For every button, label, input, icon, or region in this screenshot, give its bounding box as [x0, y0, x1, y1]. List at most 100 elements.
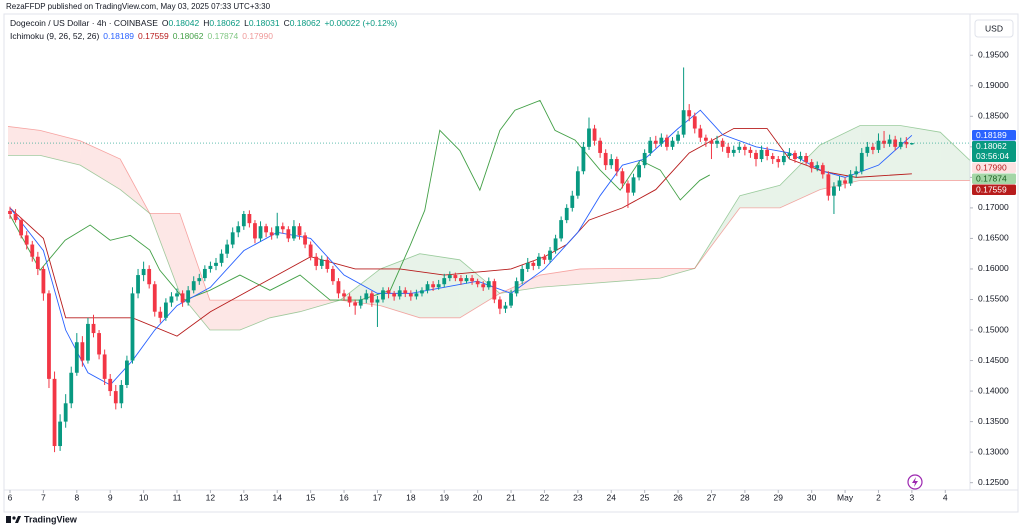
candle-body — [13, 214, 18, 221]
price-tag — [972, 184, 1016, 196]
candle-body — [314, 256, 319, 266]
candle-body — [431, 284, 436, 288]
candle-body — [832, 186, 836, 196]
x-tick-label: 17 — [373, 492, 383, 502]
candle-body — [414, 293, 419, 297]
y-tick-label: 0.19500 — [978, 49, 1009, 59]
ohlc-key: L — [244, 18, 249, 28]
candle-body — [659, 137, 664, 144]
currency: USD — [985, 23, 1003, 33]
x-tick-label: 21 — [506, 492, 516, 502]
candle-body — [347, 296, 352, 303]
candle-body — [843, 180, 847, 184]
candle-body — [130, 293, 135, 361]
candle-body — [241, 214, 246, 227]
x-tick-label: 15 — [306, 492, 316, 502]
candle-body — [826, 174, 831, 196]
candle-body — [637, 165, 641, 178]
candle-body — [125, 360, 129, 385]
cloud-segment — [779, 145, 821, 208]
candle-body — [676, 134, 680, 141]
candle-body — [631, 177, 636, 193]
candle-body — [158, 311, 163, 318]
candle-body — [575, 171, 580, 196]
candle-body — [670, 140, 675, 147]
candle-body — [63, 403, 68, 422]
candle-body — [86, 323, 90, 361]
ohlc-item: O0.18042 — [162, 18, 199, 28]
candle-body — [386, 290, 391, 294]
x-tick-label: 7 — [41, 492, 46, 502]
candle-body — [353, 302, 358, 306]
candle-body — [876, 140, 881, 150]
cloud-segment — [8, 126, 41, 156]
y-tick-label: 0.16000 — [978, 263, 1009, 273]
candle-body — [470, 278, 474, 282]
x-tick-label: 3 — [910, 492, 915, 502]
candle-body — [542, 256, 547, 260]
candle-body — [614, 159, 619, 172]
axis-layer: 0.195000.190000.185000.180000.175000.170… — [8, 49, 1016, 502]
candle-body — [498, 299, 502, 309]
x-tick-label: 27 — [707, 492, 717, 502]
span-b-line — [8, 126, 970, 319]
candle-body — [191, 281, 196, 291]
candle-body — [481, 284, 486, 288]
logo-part — [15, 516, 21, 523]
cloud-segment — [239, 300, 270, 331]
ohlc-item: L0.18031 — [244, 18, 279, 28]
candle-body — [509, 293, 513, 306]
candle-body — [108, 378, 113, 392]
candle-body — [69, 372, 74, 404]
candle-body — [536, 256, 541, 266]
candle-body — [247, 214, 252, 224]
candle-body — [197, 278, 202, 282]
candle-body — [603, 152, 608, 166]
candle-body — [525, 262, 530, 269]
x-tick-label: 6 — [8, 492, 13, 502]
price-tag — [972, 130, 1016, 141]
candle-body — [848, 174, 853, 184]
brand-logo — [6, 516, 21, 523]
change: +0.00022 (+0.12%) — [324, 18, 398, 28]
logo-part — [6, 516, 11, 523]
candle-body — [514, 281, 519, 294]
candle-body — [609, 159, 614, 166]
candle-body — [175, 293, 179, 297]
cloud-segment — [459, 259, 500, 318]
logo-part — [12, 516, 16, 520]
cloud-segment — [380, 253, 420, 318]
candle-body — [692, 116, 697, 129]
candle-body — [58, 421, 63, 447]
candle-body — [754, 152, 758, 160]
ohlc-key: O — [161, 18, 169, 28]
candle-body — [520, 268, 525, 282]
candle-body — [871, 146, 875, 150]
x-tick-label: 16 — [339, 492, 349, 502]
candle-body — [230, 232, 235, 245]
candle-body — [141, 268, 146, 276]
cloud-segment — [539, 268, 581, 288]
symbol-title: Dogecoin / US Dollar · 4h · COINBASE — [10, 18, 158, 28]
price-tag-label: 0.17559 — [976, 184, 1007, 194]
cloud-segment — [900, 125, 941, 181]
candle-body — [280, 226, 285, 230]
cloud-segment — [860, 125, 901, 181]
candle-body — [403, 290, 408, 294]
candle-body — [737, 146, 742, 150]
candle-body — [531, 262, 536, 266]
currency-box[interactable] — [974, 19, 1014, 38]
ohlc-key: H — [203, 18, 210, 28]
candle-body — [731, 149, 736, 153]
candle-body — [41, 268, 46, 294]
candle-body — [74, 342, 79, 373]
candle-body — [47, 293, 51, 379]
candle-body — [420, 290, 424, 294]
y-tick-label: 0.15500 — [978, 294, 1009, 304]
y-tick-label: 0.18500 — [978, 111, 1009, 121]
indicator-value: 0.17559 — [138, 31, 169, 41]
candle-body — [570, 195, 575, 208]
cloud-layer — [8, 125, 970, 331]
x-tick-label: 8 — [74, 492, 79, 502]
ohlc-item: C0.18062 — [284, 18, 321, 28]
